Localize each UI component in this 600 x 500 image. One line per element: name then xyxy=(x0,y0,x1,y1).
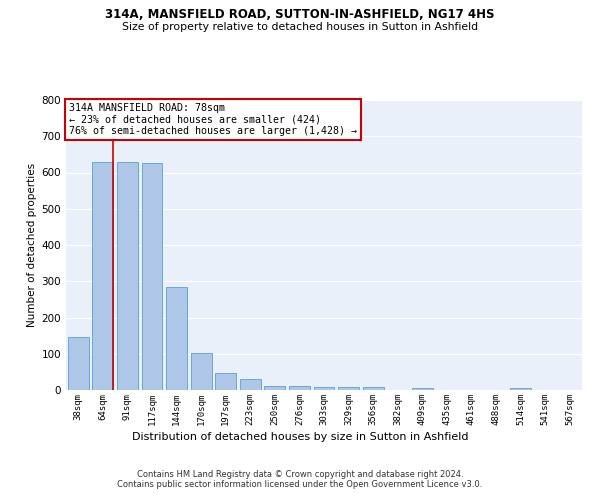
Bar xyxy=(510,388,531,390)
Bar xyxy=(289,386,310,390)
Bar xyxy=(117,162,138,390)
Bar xyxy=(412,388,433,390)
Bar xyxy=(191,352,212,390)
Text: Contains public sector information licensed under the Open Government Licence v3: Contains public sector information licen… xyxy=(118,480,482,489)
Bar xyxy=(362,388,383,390)
Bar xyxy=(215,373,236,390)
Text: Size of property relative to detached houses in Sutton in Ashfield: Size of property relative to detached ho… xyxy=(122,22,478,32)
Bar xyxy=(314,387,334,390)
Bar xyxy=(68,338,89,390)
Bar xyxy=(265,386,286,390)
Text: Contains HM Land Registry data © Crown copyright and database right 2024.: Contains HM Land Registry data © Crown c… xyxy=(137,470,463,479)
Bar xyxy=(92,162,113,390)
Y-axis label: Number of detached properties: Number of detached properties xyxy=(28,163,37,327)
Bar xyxy=(166,286,187,390)
Text: Distribution of detached houses by size in Sutton in Ashfield: Distribution of detached houses by size … xyxy=(132,432,468,442)
Text: 314A MANSFIELD ROAD: 78sqm
← 23% of detached houses are smaller (424)
76% of sem: 314A MANSFIELD ROAD: 78sqm ← 23% of deta… xyxy=(68,103,356,136)
Bar xyxy=(142,164,163,390)
Bar xyxy=(338,388,359,390)
Text: 314A, MANSFIELD ROAD, SUTTON-IN-ASHFIELD, NG17 4HS: 314A, MANSFIELD ROAD, SUTTON-IN-ASHFIELD… xyxy=(105,8,495,20)
Bar xyxy=(240,379,261,390)
